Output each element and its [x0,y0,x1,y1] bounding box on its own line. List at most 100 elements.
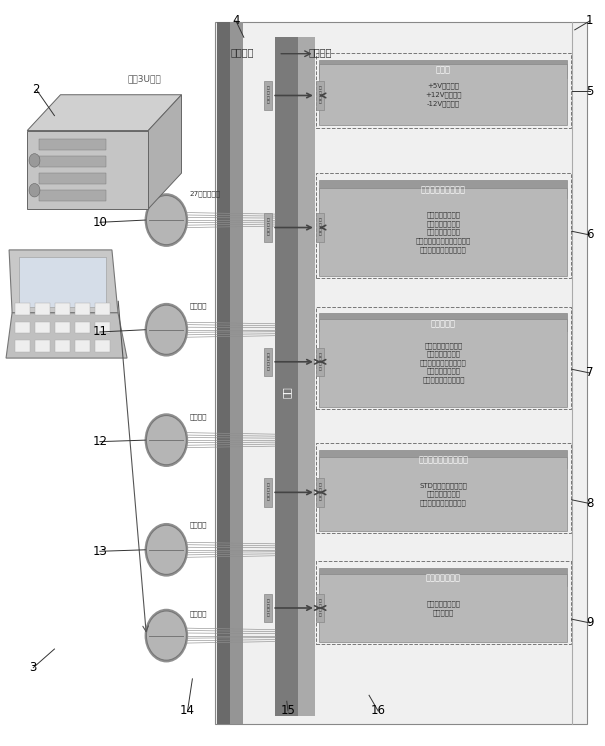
Text: 6: 6 [586,228,594,242]
Bar [55,303,70,315]
Bar [319,319,567,407]
Text: 射频插座: 射频插座 [189,413,207,419]
Bar [319,60,567,78]
Bar [316,53,571,128]
Text: 7: 7 [586,366,594,380]
Bar [316,594,324,622]
Bar [19,257,106,307]
Polygon shape [9,250,118,313]
Bar [217,22,230,724]
Circle shape [145,413,188,467]
Bar [230,22,243,724]
Bar [27,131,148,209]
Text: 数
据
总
线: 数 据 总 线 [318,219,321,236]
Circle shape [146,416,186,465]
Text: 数
据
总
线: 数 据 总 线 [267,353,270,371]
Text: 频率信号采集电路
海波滤波器: 频率信号采集电路 海波滤波器 [427,601,460,615]
Text: 10: 10 [93,216,107,229]
Text: 8: 8 [586,497,594,510]
Bar [319,188,567,276]
Text: 射频插座: 射频插座 [189,610,207,616]
Circle shape [145,523,188,577]
Bar [316,348,324,376]
Text: 试车模拟信号激射板: 试车模拟信号激射板 [421,186,466,195]
Text: 15: 15 [281,704,295,718]
Bar [316,81,324,110]
Bar [264,478,272,507]
Bar [95,322,110,333]
Bar [319,64,567,125]
Polygon shape [148,95,182,209]
Bar [39,190,106,201]
Bar [316,307,571,409]
Text: 数
据
总
线: 数 据 总 线 [318,483,321,501]
Circle shape [146,195,186,245]
Bar [55,322,70,333]
Text: 数
据
总
线: 数 据 总 线 [267,219,270,236]
Bar [35,340,50,352]
Text: 角度信号激发电路
压力信号激发电路
转速信号激发电路
（包含外展设备入口，三个方
向的模拟和主动的信号）: 角度信号激发电路 压力信号激发电路 转速信号激发电路 （包含外展设备入口，三个方… [416,211,471,253]
Bar [39,156,106,167]
Text: 电源板: 电源板 [436,66,451,75]
Circle shape [145,609,188,662]
Text: +5V电源模块
+12V电源模块
-12V电源模块: +5V电源模块 +12V电源模块 -12V电源模块 [425,83,462,107]
Bar [319,313,567,331]
Bar [316,478,324,507]
Bar [15,303,30,315]
Text: 5: 5 [586,84,594,98]
Bar [35,303,50,315]
Bar [264,81,272,110]
Polygon shape [27,95,182,131]
Bar [319,457,567,531]
Bar [319,180,567,198]
Text: 16: 16 [371,704,385,718]
Text: 主机3U机笱: 主机3U机笱 [127,74,161,83]
Text: 数
据
总
线: 数 据 总 线 [318,353,321,371]
Text: 数
据
总
线: 数 据 总 线 [267,483,270,501]
Bar [215,22,587,724]
Text: 13: 13 [93,545,107,558]
Text: 2: 2 [33,83,40,96]
Bar [316,443,571,533]
Bar [316,213,324,242]
Circle shape [145,303,188,357]
Text: 射频插座: 射频插座 [189,303,207,309]
Bar [35,322,50,333]
Text: 开关量设定单元电路
安全信号产生电路
模拟信号速正弦采样电路
数据信号产生电路
模拟信号内容单元电路: 开关量设定单元电路 安全信号产生电路 模拟信号速正弦采样电路 数据信号产生电路 … [420,342,467,383]
Text: 14: 14 [180,704,195,718]
Bar [316,173,571,278]
Text: 内部结构: 内部结构 [231,47,253,57]
Text: 射频插座: 射频插座 [189,522,207,528]
Text: 电
源
总
线: 电 源 总 线 [318,87,321,104]
Text: 频率信号采集板: 频率信号采集板 [426,574,461,583]
Polygon shape [6,313,127,358]
Text: 4: 4 [232,14,240,28]
Text: STD总线试驰监控电路
模拟信号读取电路
模拟信号调节器采样电路: STD总线试驰监控电路 模拟信号读取电路 模拟信号调节器采样电路 [419,482,468,506]
Bar [275,37,298,716]
Bar [95,303,110,315]
Text: 数
据
总
线: 数 据 总 线 [318,599,321,617]
Bar [95,340,110,352]
Bar [319,574,567,642]
Bar [15,322,30,333]
Circle shape [29,184,40,197]
Bar [75,340,90,352]
Bar [264,348,272,376]
Circle shape [146,305,186,354]
Text: 信号流向: 信号流向 [309,47,332,57]
Bar [319,450,567,468]
Text: 电
源
总
线: 电 源 总 线 [267,87,270,104]
Bar [15,340,30,352]
Bar [75,322,90,333]
Circle shape [146,611,186,660]
Text: 综合自动调节器接口板: 综合自动调节器接口板 [419,456,468,465]
Text: 数
据
总
线: 数 据 总 线 [267,599,270,617]
Text: 1: 1 [586,14,594,28]
Bar [319,568,567,586]
Bar [264,594,272,622]
Text: 12: 12 [93,435,107,448]
Text: 总线: 总线 [282,386,292,398]
Bar [264,213,272,242]
Bar [316,561,571,644]
Bar [39,139,106,150]
